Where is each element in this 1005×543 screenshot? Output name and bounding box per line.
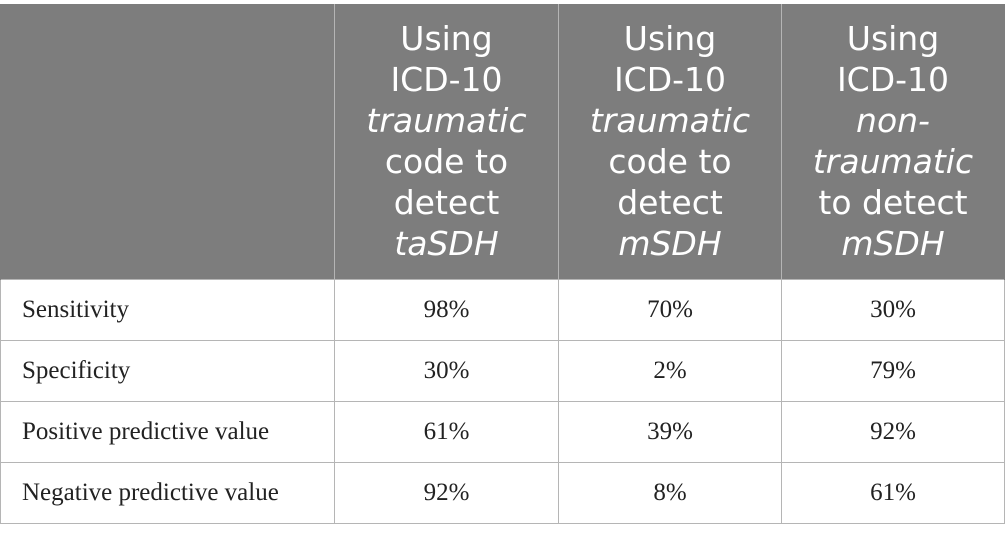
header-line: traumatic — [366, 101, 527, 141]
row-label: Positive predictive value — [0, 400, 335, 463]
header-line: non- — [856, 101, 930, 141]
header-cell-nontraumatic-msdh: Using ICD-10 non- traumatic to detect mS… — [781, 4, 1005, 279]
header-line: mSDH — [841, 224, 945, 264]
table-cell: 30% — [334, 339, 559, 402]
table-cell: 2% — [558, 339, 782, 402]
table-cell: 92% — [781, 400, 1005, 463]
header-line: to detect — [818, 183, 968, 223]
header-row: Using ICD-10 traumatic code to detect ta… — [0, 4, 1005, 279]
table-cell: 98% — [334, 278, 559, 341]
header-line: Using — [846, 19, 940, 59]
header-line: traumatic — [812, 142, 974, 182]
header-line: traumatic — [589, 101, 751, 141]
row-label: Sensitivity — [0, 278, 335, 341]
table-cell: 8% — [558, 461, 782, 524]
header-line: code to — [384, 142, 509, 182]
header-line: detect — [617, 183, 723, 223]
results-table: Using ICD-10 traumatic code to detect ta… — [0, 4, 1005, 524]
table-cell: 79% — [781, 339, 1005, 402]
header-line: detect — [393, 183, 500, 223]
header-cell-empty — [0, 4, 335, 279]
header-line: ICD-10 — [390, 60, 503, 100]
header-line: code to — [608, 142, 732, 182]
header-line: ICD-10 — [836, 60, 950, 100]
row-label: Negative predictive value — [0, 461, 335, 524]
header-line: Using — [623, 19, 717, 59]
row-label: Specificity — [0, 339, 335, 402]
header-line: ICD-10 — [613, 60, 727, 100]
header-line: Using — [400, 19, 493, 59]
table-header: Using ICD-10 traumatic code to detect ta… — [0, 4, 1005, 279]
table-body: Sensitivity 98% 70% 30% Specificity 30% … — [0, 278, 1005, 524]
table-row-sensitivity: Sensitivity 98% 70% 30% — [0, 278, 1005, 341]
table-row-npv: Negative predictive value 92% 8% 61% — [0, 461, 1005, 524]
table-cell: 70% — [558, 278, 782, 341]
table-cell: 61% — [781, 461, 1005, 524]
header-line: mSDH — [618, 224, 722, 264]
table-cell: 61% — [334, 400, 559, 463]
header-cell-traumatic-msdh: Using ICD-10 traumatic code to detect mS… — [558, 4, 782, 279]
table-row-specificity: Specificity 30% 2% 79% — [0, 339, 1005, 402]
header-line: taSDH — [394, 224, 499, 264]
table-cell: 30% — [781, 278, 1005, 341]
table-cell: 92% — [334, 461, 559, 524]
header-cell-traumatic-tasdh: Using ICD-10 traumatic code to detect ta… — [334, 4, 559, 279]
table-row-ppv: Positive predictive value 61% 39% 92% — [0, 400, 1005, 463]
table-cell: 39% — [558, 400, 782, 463]
